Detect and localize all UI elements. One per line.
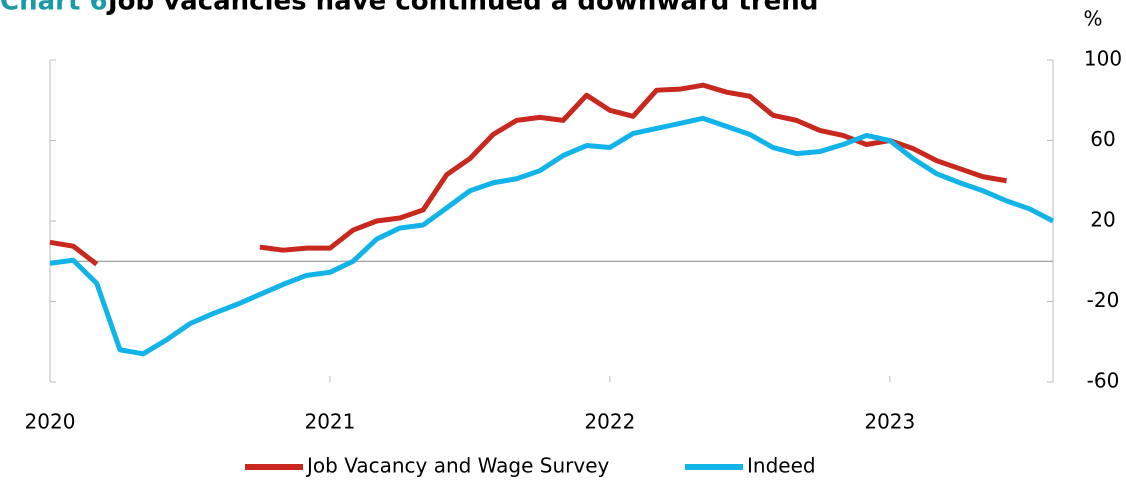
- y-tick-label: 20: [1090, 208, 1115, 232]
- y-tick-label: 60: [1090, 127, 1115, 151]
- y-tick-label: -20: [1087, 288, 1120, 312]
- series-line: [49, 82, 1007, 267]
- legend-label: Indeed: [747, 454, 816, 478]
- y-tick-label: 100: [1084, 47, 1122, 71]
- x-tick-label: 2020: [25, 410, 76, 434]
- x-tick-label: 2023: [864, 410, 915, 434]
- y-tick-label: -60: [1087, 369, 1120, 393]
- x-tick-label: 2022: [584, 410, 635, 434]
- legend-label: Job Vacancy and Wage Survey: [305, 454, 610, 478]
- x-tick-label: 2021: [304, 410, 355, 434]
- chart-title: Job vacancies have continued a downward …: [106, 0, 818, 17]
- chart-title-prefix: Chart 6:: [0, 0, 118, 17]
- series-line: [49, 115, 1055, 357]
- y-unit: %: [1083, 7, 1102, 31]
